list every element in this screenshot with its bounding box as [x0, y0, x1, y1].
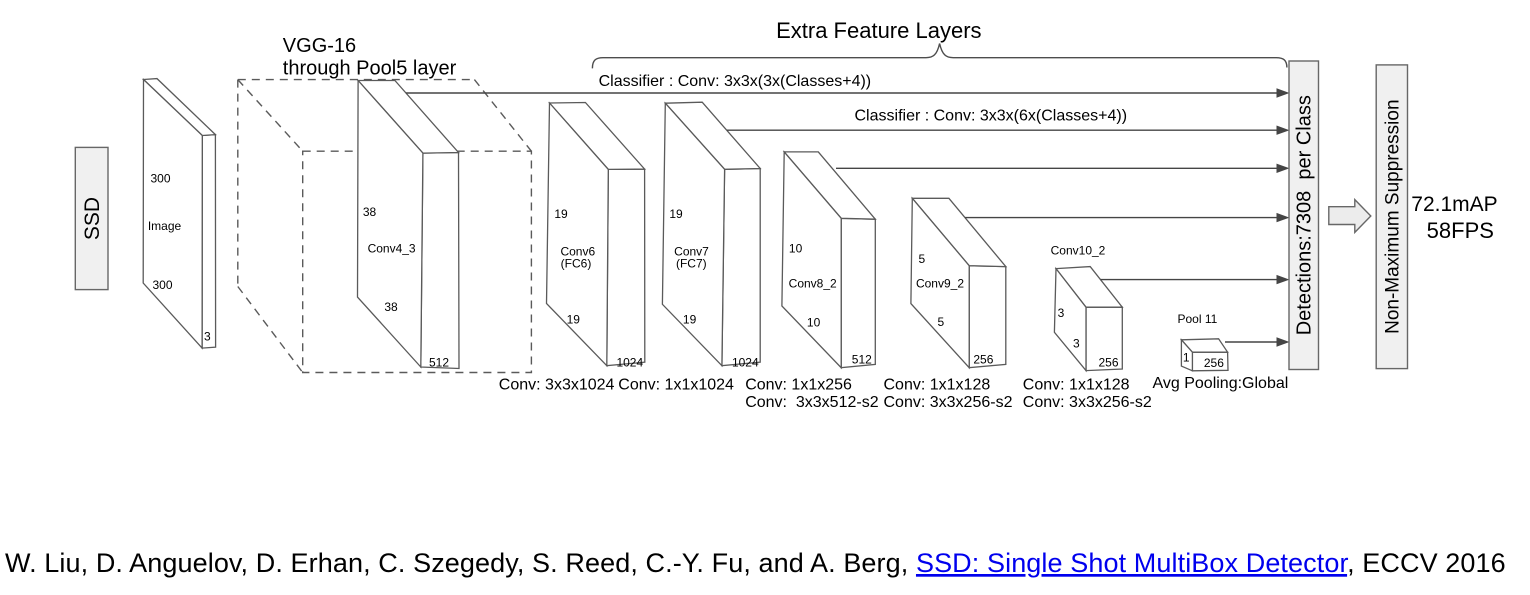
- svg-text:19: 19: [669, 207, 683, 221]
- svg-text:Conv9_2: Conv9_2: [916, 277, 964, 291]
- svg-text:19: 19: [567, 313, 581, 327]
- svg-text:72.1mAP: 72.1mAP: [1411, 193, 1497, 216]
- svg-text:Classifier : Conv: 3x3x(3x(Cla: Classifier : Conv: 3x3x(3x(Classes+4)): [599, 73, 872, 90]
- svg-text:Detections:7308 per Class: Detections:7308 per Class: [1294, 95, 1316, 335]
- svg-text:Conv6: Conv6: [560, 245, 595, 259]
- svg-text:1: 1: [1183, 351, 1190, 365]
- svg-text:10: 10: [807, 315, 821, 329]
- svg-text:1024: 1024: [616, 355, 643, 369]
- svg-text:Conv: 3x3x1024: Conv: 3x3x1024: [499, 377, 615, 394]
- svg-text:Conv7: Conv7: [674, 245, 709, 259]
- svg-text:Classifier : Conv: 3x3x(6x(Cla: Classifier : Conv: 3x3x(6x(Classes+4)): [855, 107, 1128, 124]
- svg-text:Image: Image: [148, 219, 182, 233]
- svg-text:256: 256: [1204, 356, 1224, 370]
- svg-text:1024: 1024: [732, 355, 759, 369]
- svg-text:19: 19: [554, 207, 568, 221]
- svg-text:Avg Pooling:Global: Avg Pooling:Global: [1153, 375, 1289, 392]
- svg-text:Conv4_3: Conv4_3: [368, 242, 416, 256]
- svg-text:(FC7): (FC7): [676, 257, 707, 271]
- svg-text:Pool 11: Pool 11: [1177, 312, 1217, 326]
- svg-text:58FPS: 58FPS: [1427, 218, 1494, 243]
- svg-text:256: 256: [1098, 356, 1118, 370]
- svg-text:38: 38: [384, 300, 398, 314]
- svg-text:VGG-16: VGG-16: [283, 35, 356, 57]
- svg-text:300: 300: [150, 171, 170, 185]
- svg-text:through Pool5 layer: through Pool5 layer: [283, 57, 457, 79]
- svg-text:3: 3: [1073, 337, 1080, 351]
- svg-text:512: 512: [429, 355, 449, 369]
- svg-text:Conv: 1x1x256: Conv: 1x1x256: [745, 377, 852, 394]
- svg-text:5: 5: [937, 315, 944, 329]
- svg-text:Conv: 3x3x512-s2: Conv: 3x3x512-s2: [745, 394, 879, 411]
- svg-text:SSD: SSD: [81, 197, 104, 240]
- svg-text:(FC6): (FC6): [561, 257, 592, 271]
- svg-text:Conv8_2: Conv8_2: [789, 277, 837, 291]
- svg-text:Conv: 1x1x1024: Conv: 1x1x1024: [618, 377, 734, 394]
- svg-text:Conv: 3x3x256-s2: Conv: 3x3x256-s2: [884, 394, 1013, 411]
- svg-text:Conv: 1x1x128: Conv: 1x1x128: [884, 377, 991, 394]
- svg-text:Conv: 3x3x256-s2: Conv: 3x3x256-s2: [1023, 394, 1152, 411]
- svg-text:10: 10: [789, 241, 803, 255]
- svg-text:300: 300: [152, 278, 172, 292]
- svg-text:Conv: 1x1x128: Conv: 1x1x128: [1023, 377, 1130, 394]
- svg-text:Conv10_2: Conv10_2: [1051, 244, 1106, 258]
- svg-text:38: 38: [363, 205, 377, 219]
- svg-text:Extra Feature Layers: Extra Feature Layers: [776, 18, 981, 43]
- svg-text:512: 512: [852, 353, 872, 367]
- svg-text:19: 19: [683, 313, 697, 327]
- svg-text:W. Liu, D. Anguelov, D. Erhan,: W. Liu, D. Anguelov, D. Erhan, C. Szeged…: [5, 548, 1506, 578]
- svg-text:Non-Maximum Suppression: Non-Maximum Suppression: [1382, 99, 1403, 333]
- svg-text:3: 3: [1058, 306, 1065, 320]
- svg-text:5: 5: [918, 252, 925, 266]
- svg-text:3: 3: [204, 330, 211, 344]
- svg-text:256: 256: [973, 353, 993, 367]
